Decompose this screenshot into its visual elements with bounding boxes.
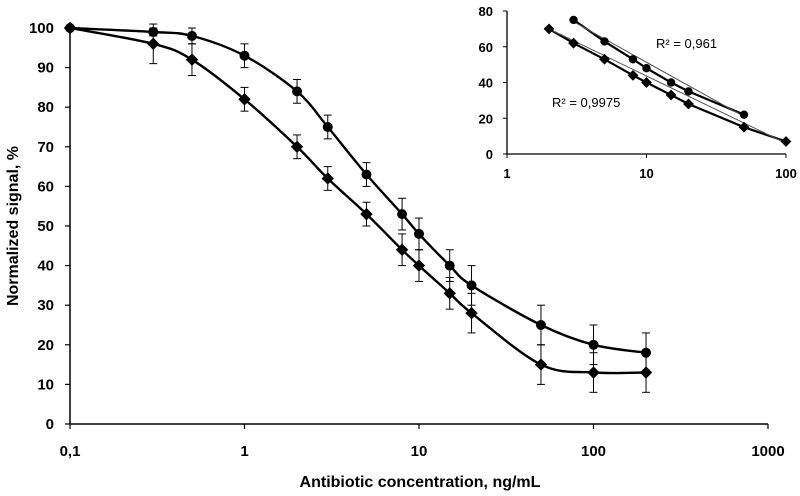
data-point-diamond: [443, 287, 456, 300]
inset-y-tick-label: 60: [479, 40, 493, 55]
data-point-diamond: [147, 37, 160, 51]
inset-data-point-diamond: [738, 121, 750, 133]
data-point-diamond: [465, 306, 478, 320]
x-tick-label: 10: [411, 443, 428, 460]
r2-annotation-circle: R² = 0,961: [656, 36, 717, 51]
inset-series-diamond: [543, 23, 792, 147]
data-point-diamond: [185, 53, 199, 66]
inset-data-point-diamond: [599, 53, 610, 65]
data-point-diamond: [587, 366, 600, 379]
data-point-circle: [361, 169, 372, 180]
inset-axes: [503, 10, 787, 158]
main-axes: [65, 27, 769, 429]
inset-data-point-diamond: [568, 37, 579, 49]
inset-data-point-circle: [628, 55, 638, 64]
data-point-circle: [414, 228, 424, 239]
y-tick-label: 20: [37, 337, 54, 354]
inset-data-point-diamond: [665, 89, 677, 101]
inset-series-circle: [569, 15, 749, 119]
inset-data-point-diamond: [641, 77, 652, 88]
data-point-diamond: [321, 172, 334, 185]
data-point-diamond: [290, 140, 304, 153]
inset-data-point-diamond: [683, 98, 694, 110]
y-tick-label: 80: [37, 99, 54, 116]
inset-data-point-circle: [684, 87, 693, 96]
series-diamond: [63, 21, 653, 393]
r2-annotation-diamond: R² = 0,9975: [552, 95, 620, 110]
y-tick-label: 70: [37, 139, 54, 156]
inset-y-tick-label: 80: [479, 4, 493, 19]
inset-data-point-diamond: [780, 136, 792, 147]
series-line-diamond: [69, 26, 647, 375]
inset-data-point-diamond: [627, 69, 639, 81]
inset-y-tick-label: 20: [479, 111, 493, 126]
inset-trendline-circle: [573, 21, 745, 117]
data-point-diamond: [534, 358, 548, 371]
inset-data-point-circle: [569, 15, 578, 25]
inset-x-tick-label: 1: [503, 166, 510, 181]
data-point-circle: [397, 209, 408, 220]
inset-tick-labels: 0 20 40 60 80 1 10 100: [479, 4, 797, 181]
inset-chart: 0 20 40 60 80 1 10 100 R² = 0,961 R² = 0,9975: [479, 4, 797, 181]
data-point-diamond: [63, 21, 77, 35]
x-tick-label: 1: [240, 443, 248, 460]
data-point-circle: [588, 339, 599, 350]
inset-trendline-diamond: [548, 28, 787, 144]
data-point-diamond: [639, 366, 653, 379]
series-line-circle: [69, 26, 647, 354]
y-tick-label: 100: [29, 20, 54, 37]
data-point-circle: [444, 260, 455, 271]
inset-data-point-circle: [600, 37, 609, 46]
series-circle: [65, 23, 652, 374]
y-tick-label: 50: [37, 218, 54, 235]
y-axis-title: Normalized signal, %: [5, 146, 22, 306]
inset-data-point-circle: [739, 110, 749, 119]
inset-y-tick-label: 40: [479, 76, 493, 91]
y-tick-label: 30: [37, 297, 54, 314]
y-tick-label: 40: [37, 258, 54, 275]
data-point-diamond: [360, 207, 373, 221]
inset-data-point-circle: [666, 78, 676, 87]
data-point-circle: [186, 30, 197, 41]
inset-data-point-diamond: [543, 23, 555, 35]
inset-y-tick-label: 0: [486, 147, 493, 162]
data-point-circle: [239, 50, 250, 61]
data-point-diamond: [412, 259, 426, 272]
x-axis-title: Antibiotic concentration, ng/mL: [300, 474, 541, 491]
data-point-circle: [292, 86, 303, 97]
data-point-diamond: [395, 243, 409, 256]
inset-x-tick-label: 10: [639, 166, 653, 181]
inset-data-point-circle: [642, 63, 651, 73]
data-point-diamond: [238, 93, 251, 106]
y-tick-label: 10: [37, 376, 54, 393]
y-tick-label: 0: [46, 416, 54, 433]
x-tick-label: 0,1: [60, 443, 81, 460]
x-tick-label: 100: [581, 443, 606, 460]
inset-x-tick-label: 100: [775, 166, 797, 181]
data-point-circle: [322, 122, 333, 132]
y-tick-label: 90: [37, 60, 54, 77]
x-tick-label: 1000: [751, 443, 784, 460]
data-point-circle: [466, 280, 477, 291]
main-series: [63, 21, 653, 393]
data-point-circle: [535, 320, 546, 330]
inset-series: [543, 15, 792, 147]
y-tick-label: 60: [37, 178, 54, 195]
